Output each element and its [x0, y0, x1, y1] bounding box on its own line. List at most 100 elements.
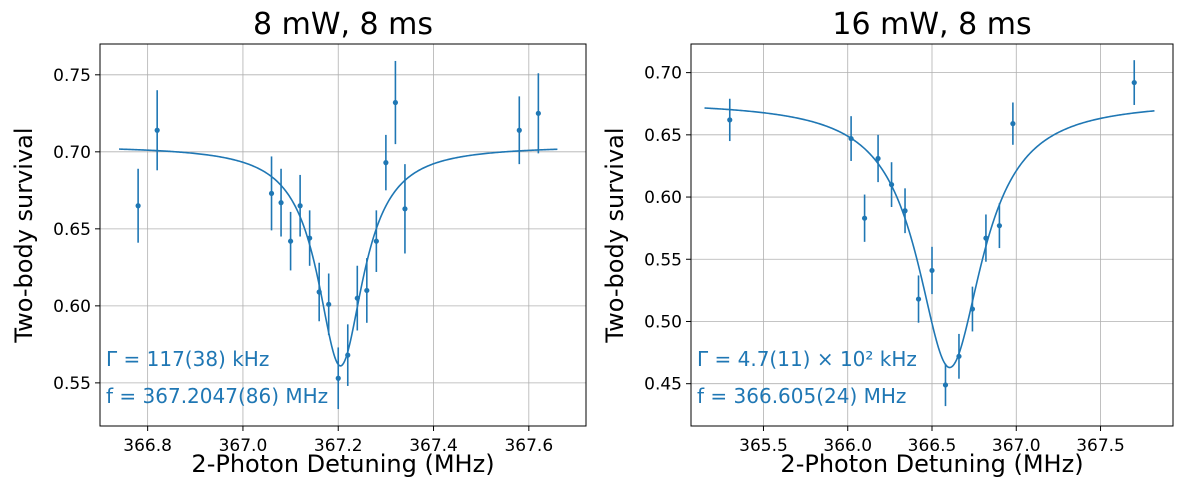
- x-tick-group: 366.8 367.0 367.2 367.4 367.6: [123, 426, 553, 456]
- data-point: [516, 96, 522, 165]
- data-marker: [154, 127, 160, 133]
- data-marker: [135, 203, 141, 209]
- data-point: [392, 60, 399, 145]
- y-tick-label: 0.60: [53, 297, 91, 317]
- x-tick-label: 366.0: [823, 436, 872, 456]
- data-point: [345, 324, 351, 386]
- data-point: [383, 134, 389, 191]
- data-marker: [268, 190, 275, 197]
- data-marker: [1131, 79, 1137, 86]
- y-tick-label: 0.55: [644, 250, 682, 270]
- x-tick-label: 366.5: [908, 436, 957, 456]
- y-axis-label: Two-body survival: [10, 127, 38, 343]
- x-axis-label: 2-Photon Detuning (MHz): [191, 450, 494, 478]
- data-marker: [969, 306, 976, 312]
- annotation-linewidth: Γ = 117(38) kHz: [106, 347, 269, 371]
- data-point: [902, 188, 908, 234]
- x-axis-label: 2-Photon Detuning (MHz): [780, 450, 1083, 478]
- chart-title: 16 mW, 8 ms: [832, 7, 1031, 42]
- data-point: [1010, 102, 1016, 145]
- data-marker: [345, 352, 351, 358]
- data-marker: [727, 117, 733, 123]
- data-point: [307, 210, 313, 266]
- data-marker: [848, 135, 854, 142]
- data-point: [535, 73, 541, 154]
- x-tick-label: 365.5: [739, 436, 788, 456]
- data-marker: [383, 160, 389, 166]
- data-marker: [929, 267, 935, 274]
- data-marker: [364, 287, 370, 294]
- data-marker: [861, 215, 868, 221]
- data-point: [956, 333, 962, 379]
- data-point: [875, 134, 881, 183]
- data-marker: [1010, 121, 1016, 127]
- y-tick-label: 0.70: [644, 64, 682, 84]
- data-marker: [535, 110, 541, 116]
- data-marker: [983, 235, 989, 241]
- data-point: [848, 116, 854, 161]
- data-point: [268, 156, 275, 231]
- data-point: [996, 203, 1003, 249]
- x-tick-label: 367.4: [409, 436, 458, 456]
- y-tick-label: 0.55: [53, 374, 91, 394]
- data-marker: [307, 235, 313, 241]
- data-marker: [956, 353, 962, 359]
- data-marker: [875, 155, 881, 162]
- y-tick-label: 0.45: [644, 375, 682, 395]
- data-marker: [915, 296, 922, 302]
- data-marker: [516, 127, 522, 133]
- data-point: [969, 286, 976, 332]
- data-point: [135, 168, 141, 243]
- data-point: [983, 214, 989, 262]
- data-point: [942, 363, 949, 407]
- annotation-frequency: f = 366.605(24) MHz: [697, 384, 906, 408]
- y-tick-label: 0.60: [644, 188, 682, 208]
- data-marker: [278, 200, 284, 206]
- data-marker: [402, 206, 408, 212]
- y-tick-label: 0.75: [53, 66, 91, 86]
- chart-panel-left: 366.8 367.0 367.2 367.4 367.6 0.550.600.650.…: [10, 7, 587, 478]
- x-tick-label: 367.5: [1076, 436, 1125, 456]
- data-point: [1131, 60, 1137, 105]
- x-tick-label: 367.0: [992, 436, 1041, 456]
- data-marker: [335, 375, 341, 381]
- chart-panel-right: 365.5 366.0 366.5 367.0 367.5 0.450.500.550.…: [601, 7, 1174, 478]
- data-marker: [392, 99, 399, 106]
- data-point: [929, 246, 935, 295]
- data-marker: [354, 295, 360, 301]
- x-tick-label: 366.8: [123, 436, 172, 456]
- x-tick-label: 367.2: [314, 436, 363, 456]
- x-tick-label: 367.0: [219, 436, 268, 456]
- data-point: [373, 210, 379, 272]
- data-marker: [373, 238, 379, 244]
- y-tick-label: 0.65: [53, 220, 91, 240]
- data-point: [915, 275, 922, 323]
- data-marker: [326, 301, 332, 307]
- data-point: [402, 164, 408, 254]
- data-point: [287, 211, 294, 271]
- annotation-linewidth: Γ = 4.7(11) × 10² kHz: [697, 347, 917, 371]
- fit-curve-group: [704, 107, 1155, 369]
- data-marker: [287, 238, 294, 244]
- data-point: [278, 168, 284, 237]
- data-point: [364, 258, 370, 323]
- data-marker: [942, 382, 949, 388]
- annotation-frequency: f = 367.2047(86) MHz: [106, 384, 328, 408]
- data-marker: [888, 182, 895, 188]
- data-point: [297, 174, 303, 237]
- data-points-group: [727, 60, 1137, 407]
- fit-curve: [704, 107, 1155, 369]
- y-tick-label: 0.70: [53, 143, 91, 163]
- data-point: [335, 347, 341, 410]
- data-marker: [316, 289, 322, 295]
- y-tick-label: 0.65: [644, 126, 682, 146]
- data-points-group: [135, 60, 541, 410]
- plot-frame: [99, 43, 587, 427]
- y-tick-group: 0.55 0.60 0.65 0.70 0.75: [53, 66, 100, 394]
- x-tick-group: 365.5 366.0 366.5 367.0 367.5: [739, 426, 1125, 456]
- data-marker: [996, 223, 1003, 229]
- data-marker: [297, 203, 303, 209]
- data-marker: [902, 208, 908, 214]
- data-point: [888, 162, 895, 208]
